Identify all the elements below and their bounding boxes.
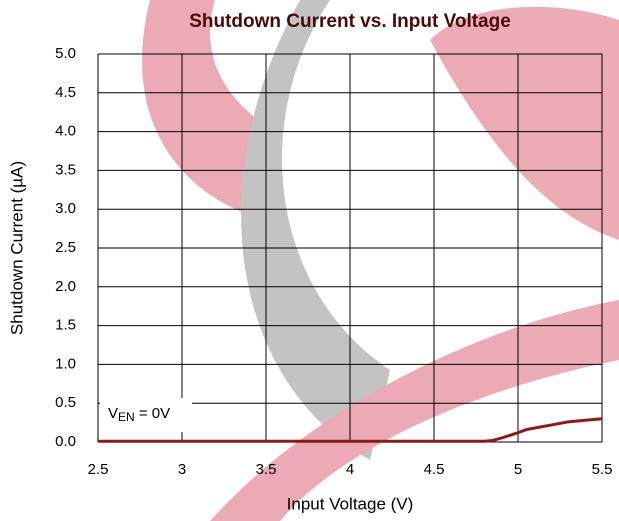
- watermark: [142, 0, 619, 521]
- y-tick-label: 4.0: [55, 123, 76, 140]
- y-tick-label: 2.5: [55, 239, 76, 256]
- annotation-rest: = 0V: [135, 405, 170, 422]
- x-tick-label: 3.5: [256, 461, 277, 478]
- x-tick-label: 4.5: [424, 461, 445, 478]
- y-tick-label: 1.5: [55, 317, 76, 334]
- y-tick-label: 0.0: [55, 433, 76, 450]
- x-tick-label: 3: [178, 461, 186, 478]
- annotation-main: V: [108, 405, 118, 422]
- x-tick-label: 5: [514, 461, 522, 478]
- x-axis-label: Input Voltage (V): [287, 494, 414, 513]
- x-tick-label: 4: [346, 461, 354, 478]
- annotation: VEN = 0V: [108, 405, 170, 424]
- x-tick-label: 2.5: [88, 461, 109, 478]
- y-tick-label: 2.0: [55, 278, 76, 295]
- data-line: [98, 417, 603, 443]
- y-tick-label: 4.5: [55, 84, 76, 101]
- y-tick-label: 3.0: [55, 200, 76, 217]
- y-tick-label: 1.0: [55, 355, 76, 372]
- annotation-box: [100, 398, 192, 432]
- y-tick-label: 0.5: [55, 394, 76, 411]
- y-tick-label: 5.0: [55, 45, 76, 62]
- x-tick-label: 5.5: [592, 461, 613, 478]
- y-axis-label: Shutdown Current (µA): [7, 161, 26, 335]
- annotation-subscript: EN: [118, 410, 135, 424]
- chart-title: Shutdown Current vs. Input Voltage: [189, 11, 511, 32]
- y-tick-label: 3.5: [55, 161, 76, 178]
